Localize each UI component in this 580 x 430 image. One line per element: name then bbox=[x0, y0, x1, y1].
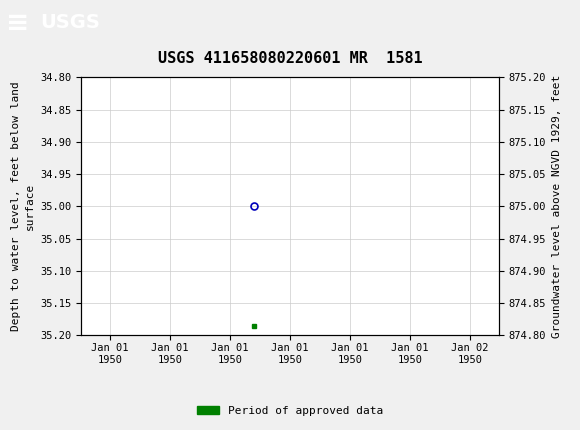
Text: USGS: USGS bbox=[41, 13, 100, 32]
Y-axis label: Groundwater level above NGVD 1929, feet: Groundwater level above NGVD 1929, feet bbox=[552, 75, 561, 338]
Legend: Period of approved data: Period of approved data bbox=[193, 401, 387, 420]
Text: USGS 411658080220601 MR  1581: USGS 411658080220601 MR 1581 bbox=[158, 51, 422, 65]
Text: ≡: ≡ bbox=[6, 9, 29, 37]
Y-axis label: Depth to water level, feet below land
surface: Depth to water level, feet below land su… bbox=[12, 82, 35, 331]
